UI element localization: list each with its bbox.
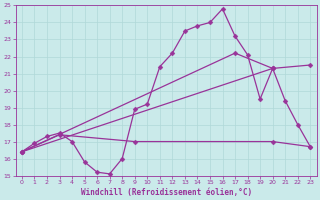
X-axis label: Windchill (Refroidissement éolien,°C): Windchill (Refroidissement éolien,°C) — [81, 188, 252, 197]
